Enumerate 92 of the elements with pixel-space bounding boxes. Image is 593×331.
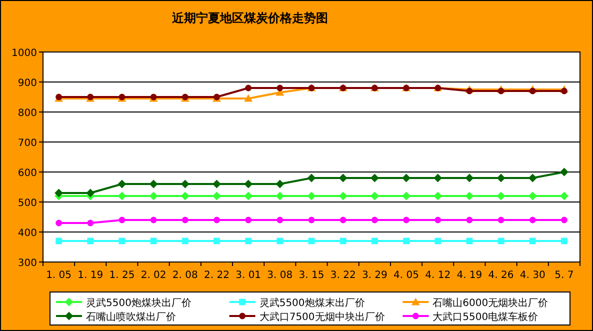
point (529, 216, 536, 224)
point (245, 216, 252, 224)
y-tick-label: 1000 (12, 48, 37, 59)
point (529, 238, 536, 244)
point (307, 192, 316, 200)
point (338, 174, 348, 182)
point (466, 216, 473, 224)
chart-title: 近期宁夏地区煤炭价格走势图 (171, 11, 328, 25)
point (86, 188, 95, 198)
point (182, 238, 188, 244)
point (307, 174, 316, 182)
point (561, 238, 568, 244)
point (529, 88, 536, 94)
x-tick-label: 1. 25 (109, 270, 135, 281)
point (498, 216, 504, 224)
point (276, 180, 284, 188)
point (402, 174, 410, 182)
legend-label: 灵武5500炮煤块出厂价 (86, 297, 192, 309)
point (496, 174, 506, 182)
x-tick-label: 3. 29 (362, 270, 388, 281)
point (150, 238, 157, 244)
point (118, 192, 126, 200)
point (434, 216, 442, 224)
x-tick-label: 2. 02 (140, 270, 166, 281)
x-tick-label: 3. 22 (330, 270, 356, 281)
point (371, 238, 378, 244)
x-tick-label: 1. 19 (78, 270, 104, 281)
point (276, 216, 284, 224)
y-tick-label: 400 (18, 228, 37, 239)
point (403, 216, 410, 224)
point (276, 238, 284, 244)
point (118, 180, 126, 188)
point (560, 168, 568, 176)
legend-label: 石嘴山喷吹煤出厂价 (86, 311, 176, 323)
y-tick-label: 800 (18, 108, 37, 119)
legend-label: 石嘴山6000无烟块出厂价 (432, 297, 548, 309)
x-tick-label: 4. 19 (456, 270, 482, 281)
point (54, 188, 63, 198)
point (182, 216, 188, 224)
point (402, 192, 410, 200)
point (371, 216, 378, 224)
point (56, 220, 62, 226)
y-tick-label: 300 (18, 258, 37, 269)
x-tick-label: 4. 05 (394, 270, 419, 281)
point (214, 238, 220, 244)
point (87, 220, 94, 226)
point (338, 192, 348, 200)
x-tick-label: 4. 26 (488, 270, 514, 281)
point (465, 174, 474, 182)
point (340, 216, 346, 224)
legend-label: 灵武5500炮煤末出厂价 (259, 297, 365, 309)
point (149, 180, 158, 188)
y-tick-label: 900 (18, 78, 37, 89)
point (561, 216, 568, 224)
point (403, 238, 410, 244)
point (245, 238, 252, 244)
point (149, 192, 158, 200)
point (245, 84, 252, 92)
legend-label: 大武口7500无烟中块出厂价 (259, 311, 385, 323)
x-tick-label: 2. 22 (204, 270, 230, 281)
x-tick-label: 1. 05 (46, 270, 72, 281)
point (212, 180, 221, 188)
point (276, 192, 284, 200)
x-tick-label: 5. 7 (554, 270, 574, 281)
x-tick-label: 4. 12 (425, 270, 451, 281)
point (498, 88, 504, 94)
point (214, 216, 220, 224)
point (340, 238, 346, 244)
x-tick-label: 2. 08 (172, 270, 198, 281)
y-tick-label: 600 (18, 168, 37, 179)
point (465, 192, 474, 200)
x-tick-label: 4. 30 (520, 270, 546, 281)
point (560, 192, 568, 200)
point (87, 238, 94, 244)
y-tick-label: 500 (18, 198, 37, 209)
point (118, 216, 126, 224)
point (561, 88, 568, 94)
point (244, 94, 253, 102)
point (150, 216, 157, 224)
point (434, 238, 442, 244)
point (308, 216, 315, 224)
point (496, 192, 506, 200)
x-tick-label: 3. 15 (298, 270, 324, 281)
point (56, 238, 62, 244)
legend-label: 大武口5500电煤车板价 (432, 311, 538, 323)
y-tick-label: 700 (18, 138, 37, 149)
point (212, 192, 221, 200)
x-tick-label: 3. 08 (267, 270, 293, 281)
x-tick-label: 3. 01 (236, 270, 262, 281)
point (276, 84, 284, 92)
point (466, 88, 473, 94)
point (466, 238, 473, 244)
